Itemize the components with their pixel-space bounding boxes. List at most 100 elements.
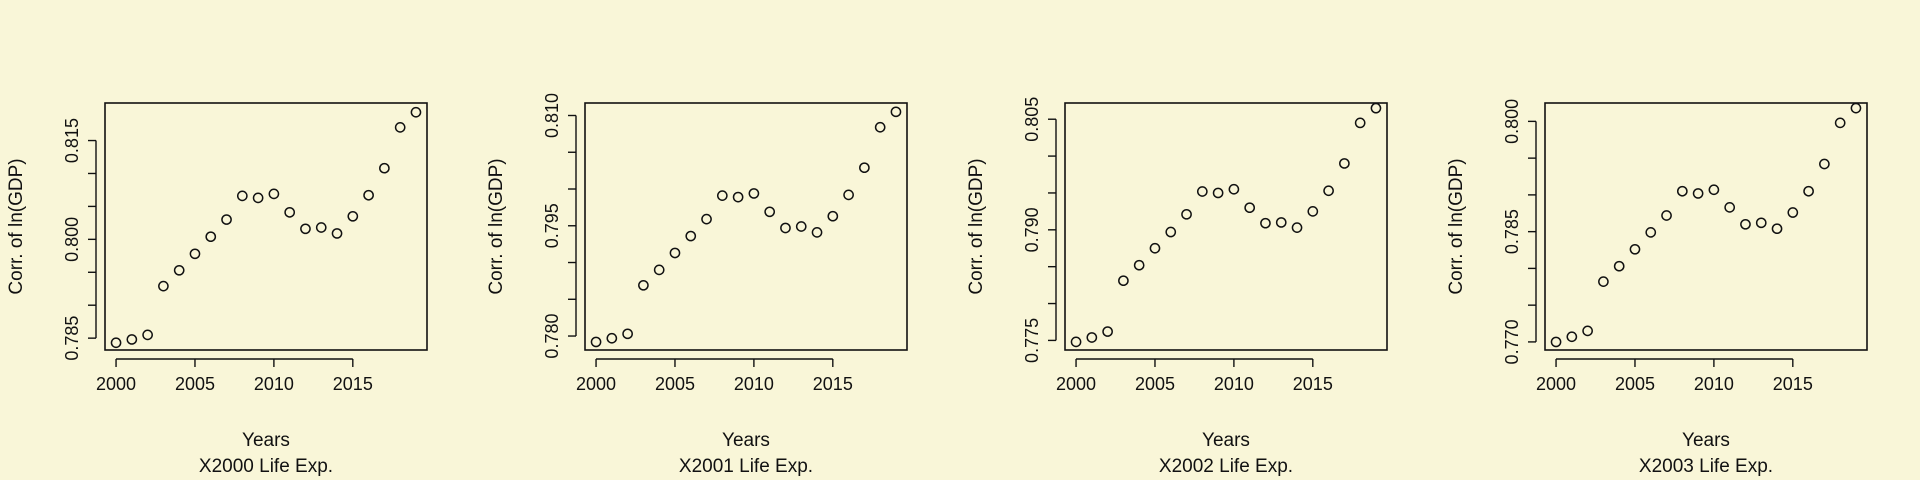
chart-panel-1: 2000 2005 2010 2015 0.785 0.800 0.815 Corr. of … [6,102,428,477]
data-point [110,337,122,349]
data-point [1323,185,1334,197]
data-point [1260,217,1271,229]
data-point [126,334,138,345]
y-tick-label: 0.815 [62,118,82,163]
data-point [1803,185,1814,197]
plot-frame [104,102,428,351]
data-point [638,279,649,291]
x-axis-title: Years [242,430,290,451]
chart-panel-2: 2000 2005 2010 2015 0.780 0.795 0.810 Corr. of … [486,93,908,477]
y-tick-label: 0.800 [62,217,82,262]
data-point [1181,208,1192,220]
plot-frame [584,102,908,351]
data-point [653,264,665,276]
data-point [685,230,697,242]
data-point [284,206,296,218]
data-point [1661,210,1672,221]
data-point [1708,184,1720,196]
y-tick-label: 0.805 [1022,97,1042,142]
data-point [379,162,390,174]
data-point [1118,275,1129,287]
data-point [1566,331,1578,343]
data-point [252,192,264,204]
x-tick-label: 2000 [1536,374,1576,394]
chart-caption: X2001 Life Exp. [679,456,813,477]
y-tick-label: 0.785 [62,316,82,361]
data-point [1370,102,1382,114]
data-point [890,106,902,118]
data-point [780,222,791,234]
data-point [1228,183,1240,195]
y-axis-title: Corr. of ln(GDP) [966,158,987,294]
data-point [1550,336,1562,348]
x-axis-title: Years [1202,430,1250,451]
data-point [811,227,823,238]
y-tick-label: 0.810 [542,93,562,138]
y-tick-label: 0.770 [1502,319,1522,364]
data-point [1196,186,1208,197]
data-point [795,221,807,232]
y-tick-label: 0.795 [542,203,562,248]
chart-caption: X2000 Life Exp. [199,456,333,477]
data-point [331,228,343,239]
data-point [315,222,327,233]
data-point [173,264,185,276]
data-point [1244,202,1256,214]
data-point [1692,188,1704,199]
x-tick-label: 2015 [813,374,853,394]
data-point [1070,336,1082,348]
chart-panel-4: 2000 2005 2010 2015 0.770 0.785 0.800 Corr. of … [1446,99,1868,477]
x-axis-title: Years [1682,430,1730,451]
data-point [701,213,712,225]
data-point [1834,117,1846,129]
data-point [1149,242,1161,254]
x-tick-label: 2000 [96,374,136,394]
data-point [732,191,744,203]
x-tick-label: 2005 [1615,374,1655,394]
data-point [142,329,153,341]
data-point [606,332,618,344]
data-point [1850,102,1862,114]
data-point [1354,117,1366,129]
data-point [1755,217,1767,229]
data-point [716,190,728,201]
data-point [669,247,681,259]
data-point [1102,326,1113,337]
data-point [748,188,760,199]
x-tick-label: 2015 [1773,374,1813,394]
chart-caption: X2002 Life Exp. [1159,456,1293,477]
x-tick-label: 2005 [1135,374,1175,394]
plot-frame [1064,102,1388,351]
data-point [1724,202,1736,213]
data-point [236,190,248,202]
data-point [189,248,201,260]
data-point [827,210,839,222]
data-point [1133,259,1145,271]
data-point [410,106,422,118]
data-point [221,214,232,225]
y-axis-title: Corr. of ln(GDP) [1446,158,1467,294]
x-tick-label: 2010 [254,374,294,394]
y-tick-label: 0.790 [1022,207,1042,252]
data-point [1582,325,1593,337]
data-point [1212,187,1224,199]
y-tick-label: 0.780 [542,314,562,359]
data-point [1086,332,1098,343]
data-point [1275,217,1287,228]
chart-panel-3: 2000 2005 2010 2015 0.775 0.790 0.805 Corr. of … [966,97,1388,477]
y-tick-label: 0.775 [1022,318,1042,363]
data-point [1676,185,1688,197]
x-tick-label: 2005 [655,374,695,394]
x-tick-label: 2000 [1056,374,1096,394]
x-tick-label: 2015 [1293,374,1333,394]
data-point [205,231,217,243]
data-point [1771,223,1783,235]
data-point [1291,222,1303,233]
data-point [764,206,776,218]
y-axis-title: Corr. of ln(GDP) [6,158,27,294]
data-point [347,210,359,222]
data-point [1339,158,1350,169]
data-point [874,121,886,133]
